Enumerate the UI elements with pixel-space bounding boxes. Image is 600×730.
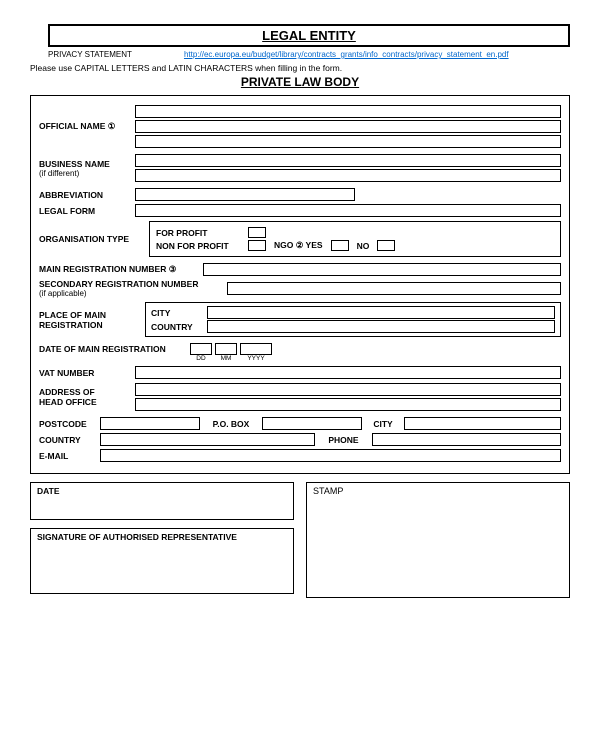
business-name-field-2[interactable] <box>135 169 561 182</box>
reg-country-label: COUNTRY <box>151 322 201 332</box>
non-for-profit-checkbox[interactable] <box>248 240 266 251</box>
address-head-label-2: HEAD OFFICE <box>39 397 129 407</box>
reg-city-field[interactable] <box>207 306 555 319</box>
form-box: OFFICIAL NAME ① BUSINESS NAME (if differ… <box>30 95 570 474</box>
privacy-link[interactable]: http://ec.europa.eu/budget/library/contr… <box>184 50 509 59</box>
vat-number-label: VAT NUMBER <box>39 368 129 378</box>
email-label: E-MAIL <box>39 451 94 461</box>
stamp-box[interactable]: STAMP <box>306 482 570 598</box>
subtitle: PRIVATE LAW BODY <box>30 75 570 89</box>
non-for-profit-label: NON FOR PROFIT <box>156 241 240 251</box>
country2-field[interactable] <box>100 433 315 446</box>
main-reg-number-label: MAIN REGISTRATION NUMBER ③ <box>39 264 197 275</box>
signature-section: DATE SIGNATURE OF AUTHORISED REPRESENTAT… <box>30 482 570 602</box>
yyyy-label: YYYY <box>240 355 272 362</box>
privacy-row: PRIVACY STATEMENT http://ec.europa.eu/bu… <box>48 50 570 59</box>
official-name-field-2[interactable] <box>135 120 561 133</box>
address-field-2[interactable] <box>135 398 561 411</box>
place-main-reg-label-2: REGISTRATION <box>39 320 139 330</box>
place-main-reg-label-1: PLACE OF MAIN <box>39 310 139 320</box>
date-box-label: DATE <box>37 486 287 496</box>
instruction-text: Please use CAPITAL LETTERS and LATIN CHA… <box>30 63 570 73</box>
mm-label: MM <box>215 355 237 362</box>
phone-label: PHONE <box>321 435 366 445</box>
reg-city-label: CITY <box>151 308 201 318</box>
legal-form-label: LEGAL FORM <box>39 206 129 216</box>
postcode-label: POSTCODE <box>39 419 94 429</box>
address-head-label-1: ADDRESS OF <box>39 387 129 397</box>
dd-label: DD <box>190 355 212 362</box>
country2-label: COUNTRY <box>39 435 94 445</box>
for-profit-checkbox[interactable] <box>248 227 266 238</box>
organisation-type-label: ORGANISATION TYPE <box>39 234 143 244</box>
ngo-no-label: NO <box>357 241 370 251</box>
date-dd-field[interactable] <box>190 343 212 355</box>
date-mm-field[interactable] <box>215 343 237 355</box>
official-name-field-3[interactable] <box>135 135 561 148</box>
form-title: LEGAL ENTITY <box>262 28 356 43</box>
email-field[interactable] <box>100 449 561 462</box>
official-name-field-1[interactable] <box>135 105 561 118</box>
pobox-field[interactable] <box>262 417 362 430</box>
secondary-reg-number-label: SECONDARY REGISTRATION NUMBER <box>39 279 221 289</box>
if-applicable-sub: (if applicable) <box>39 289 221 298</box>
main-reg-number-field[interactable] <box>203 263 561 276</box>
date-main-reg-label: DATE OF MAIN REGISTRATION <box>39 343 184 354</box>
date-yyyy-field[interactable] <box>240 343 272 355</box>
official-name-label: OFFICIAL NAME ① <box>39 121 129 132</box>
privacy-label: PRIVACY STATEMENT <box>48 50 132 59</box>
reg-country-field[interactable] <box>207 320 555 333</box>
signature-box[interactable]: SIGNATURE OF AUTHORISED REPRESENTATIVE <box>30 528 294 594</box>
ngo-yes-label: NGO ② YES <box>274 240 323 251</box>
vat-number-field[interactable] <box>135 366 561 379</box>
ngo-yes-checkbox[interactable] <box>331 240 349 251</box>
pobox-label: P.O. BOX <box>206 419 256 429</box>
city2-label: CITY <box>368 419 398 429</box>
business-name-field-1[interactable] <box>135 154 561 167</box>
org-type-box: FOR PROFIT NON FOR PROFIT NGO ② YES NO <box>149 221 561 257</box>
for-profit-label: FOR PROFIT <box>156 228 240 238</box>
abbreviation-label: ABBREVIATION <box>39 190 129 200</box>
address-field-1[interactable] <box>135 383 561 396</box>
stamp-box-label: STAMP <box>313 486 563 496</box>
date-box[interactable]: DATE <box>30 482 294 520</box>
abbreviation-field[interactable] <box>135 188 355 201</box>
business-name-label: BUSINESS NAME <box>39 159 129 169</box>
business-name-sub: (if different) <box>39 169 129 178</box>
postcode-field[interactable] <box>100 417 200 430</box>
signature-box-label: SIGNATURE OF AUTHORISED REPRESENTATIVE <box>37 532 287 542</box>
ngo-no-checkbox[interactable] <box>377 240 395 251</box>
legal-form-field[interactable] <box>135 204 561 217</box>
secondary-reg-number-field[interactable] <box>227 282 561 295</box>
phone-field[interactable] <box>372 433 561 446</box>
city2-field[interactable] <box>404 417 561 430</box>
title-box: LEGAL ENTITY <box>48 24 570 47</box>
page: LEGAL ENTITY PRIVACY STATEMENT http://ec… <box>0 0 600 612</box>
